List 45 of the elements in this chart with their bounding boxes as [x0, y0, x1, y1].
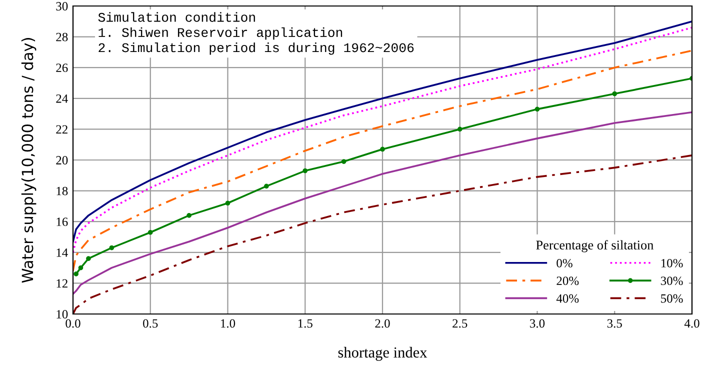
x-tick-label: 2.5 — [452, 319, 468, 328]
legend-title: Percentage of siltation — [536, 240, 654, 252]
x-tick-label: 1.5 — [298, 319, 312, 328]
legend-label: 40% — [556, 294, 579, 303]
point — [186, 213, 192, 218]
x-tick-label: 0.0 — [66, 319, 80, 328]
point — [109, 245, 114, 250]
y-tick-label: 26 — [56, 64, 68, 72]
annotation: Simulation condition 1. Shiwen Reservoir application 2. Simulation period is during 1962~2006 — [98, 12, 414, 55]
y-tick-label: 22 — [56, 125, 68, 134]
y-axis-title: Water supply(10,000 tons / day) — [21, 38, 36, 283]
y-tick-label: 20 — [56, 156, 68, 164]
point — [225, 200, 230, 206]
point — [302, 168, 308, 174]
point — [612, 91, 618, 96]
y-tick-label: 18 — [56, 186, 68, 196]
y-tick-label: 10 — [56, 310, 68, 318]
x-tick-label: 2.0 — [375, 319, 390, 328]
x-tick-label: 3.0 — [530, 319, 545, 328]
y-tick-label: 24 — [56, 94, 68, 103]
x-tick-label: 0.5 — [143, 319, 158, 328]
legend-label: 30% — [660, 276, 683, 286]
point — [78, 265, 84, 270]
y-tick-label: 16 — [56, 218, 68, 226]
y-tick-label: 30 — [56, 2, 68, 10]
y-tick-label: 14 — [56, 248, 68, 257]
y-tick-label: 28 — [56, 32, 68, 42]
x-axis-title: shortage index — [338, 346, 428, 361]
line-series — [73, 111, 692, 295]
point — [86, 256, 91, 261]
legend-label: 0% — [556, 258, 572, 268]
point — [264, 184, 269, 189]
point — [457, 126, 462, 132]
legend-label: 10% — [661, 258, 683, 268]
y-tick-label: 12 — [56, 279, 68, 288]
legend-label: 50% — [661, 294, 683, 303]
point — [148, 230, 153, 235]
x-tick-label: 4.0 — [684, 319, 700, 328]
point — [534, 106, 540, 112]
x-tick-label: 3.5 — [607, 319, 622, 328]
point — [380, 146, 385, 152]
point — [341, 159, 346, 164]
x-tick-label: 1.0 — [221, 319, 236, 328]
point — [74, 272, 79, 276]
legend-label: 20% — [556, 276, 579, 286]
